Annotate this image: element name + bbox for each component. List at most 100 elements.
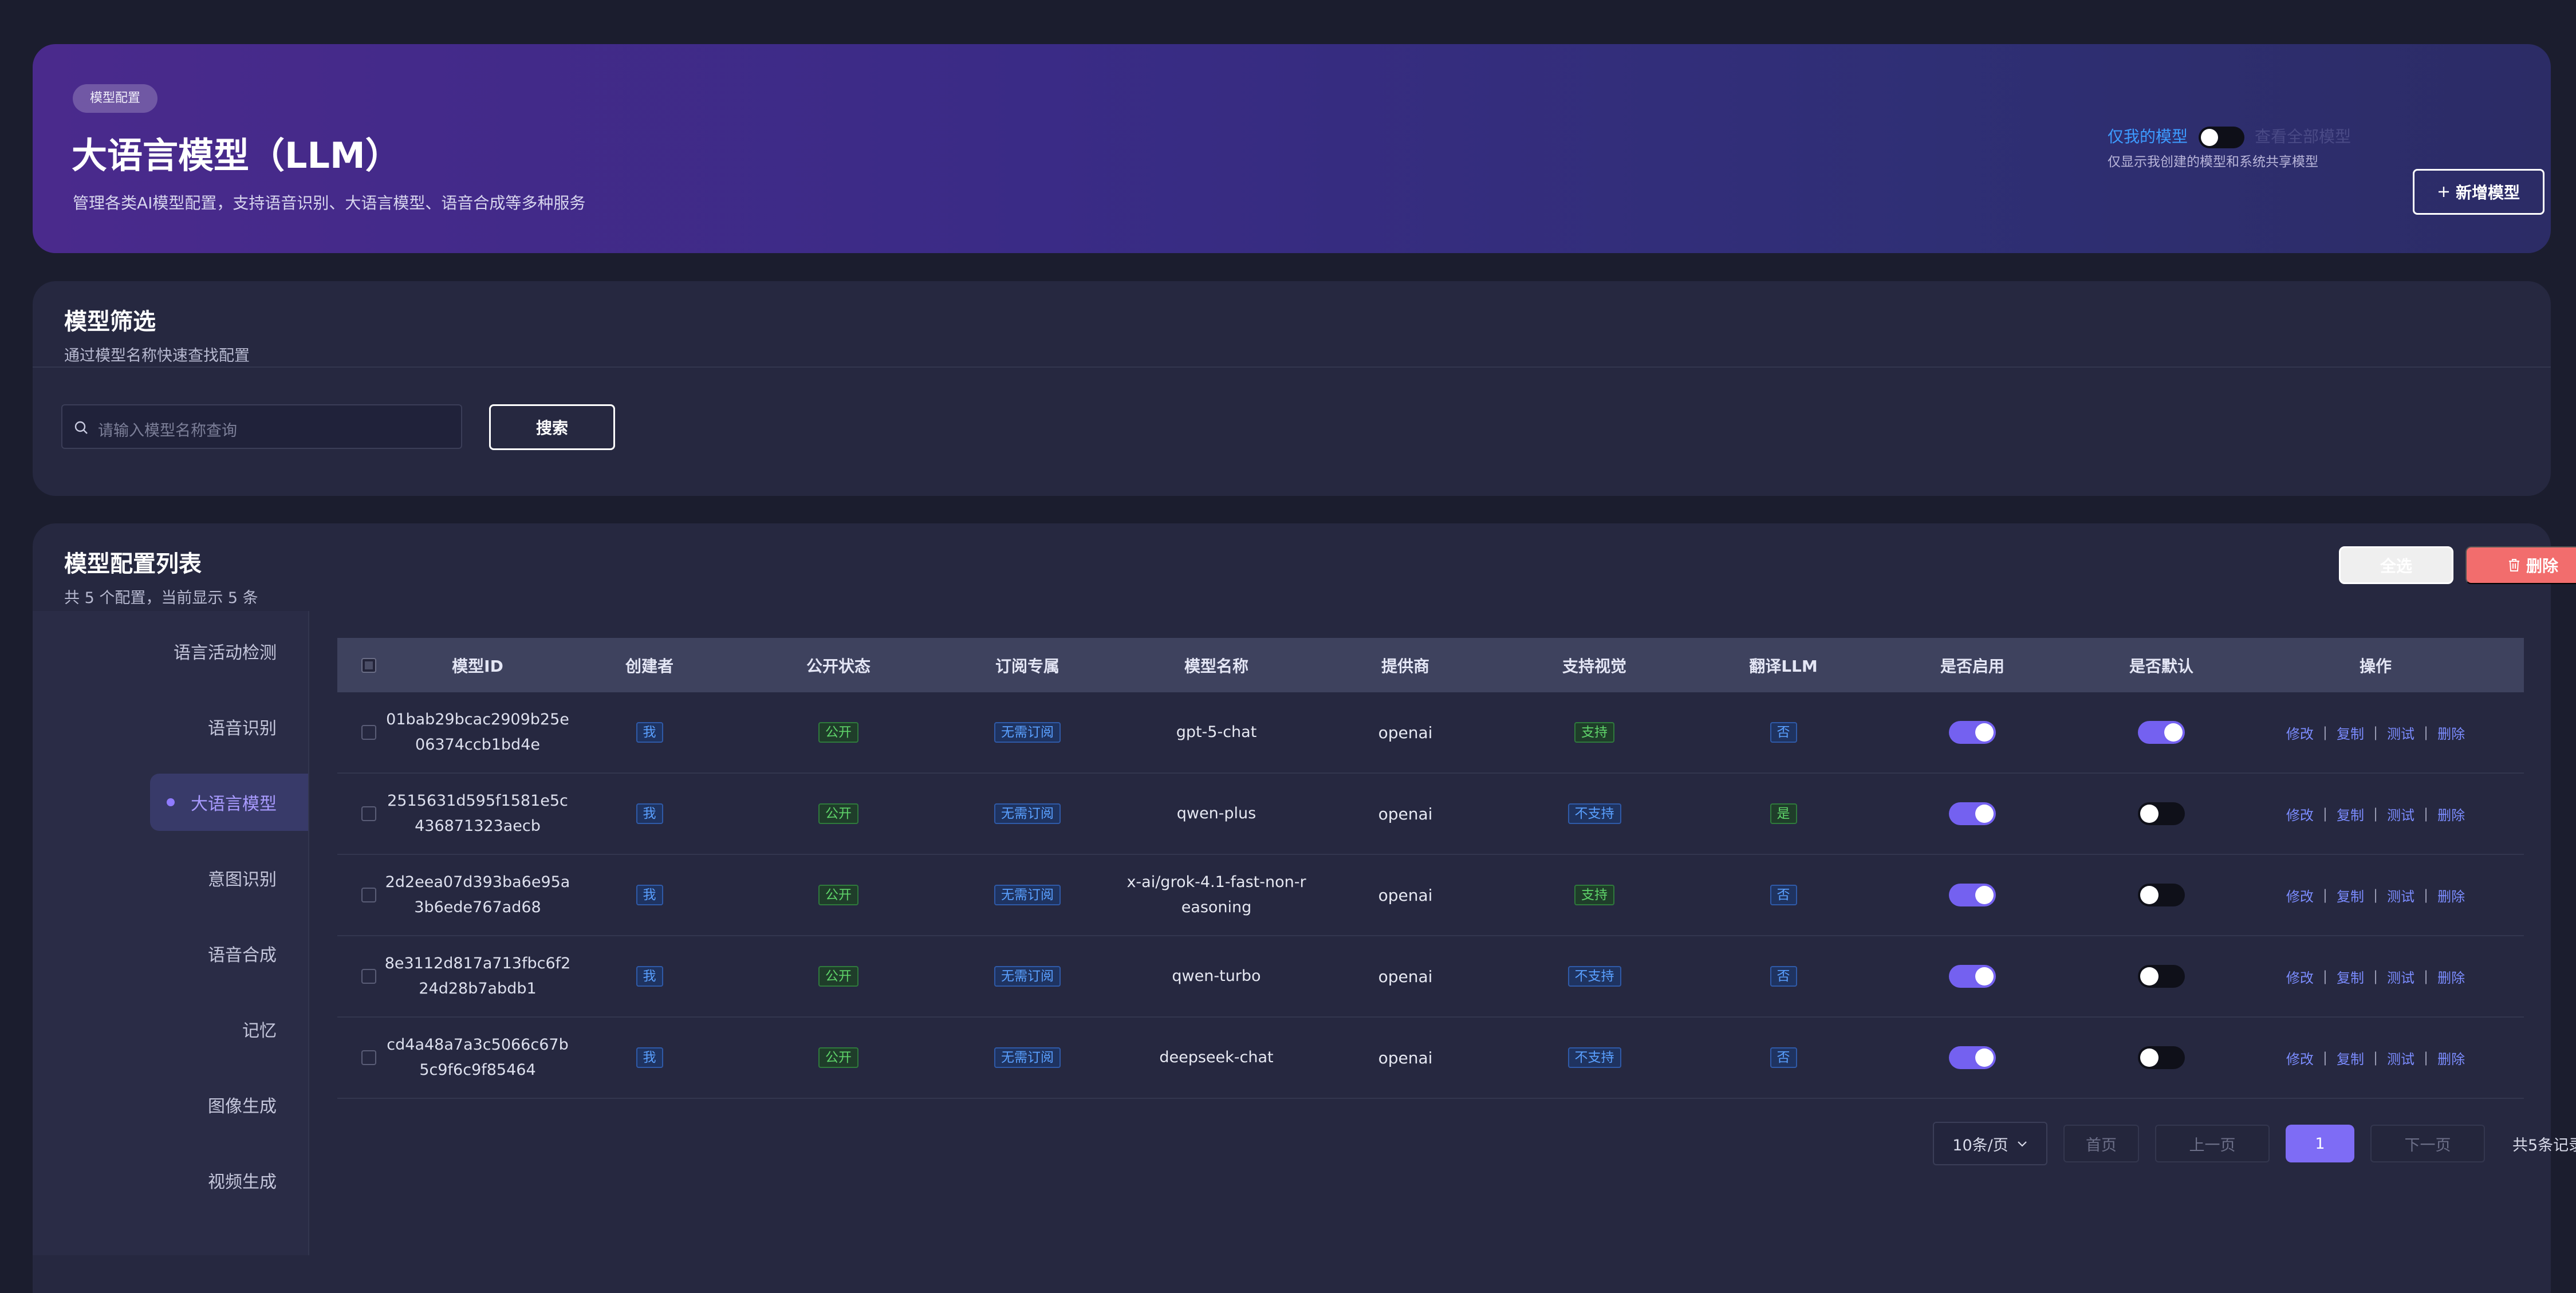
edit-link[interactable]: 修改 bbox=[2286, 969, 2314, 986]
op-separator: | bbox=[2424, 968, 2429, 984]
nav-item-vad[interactable]: 语言活动检测 bbox=[174, 622, 277, 680]
enabled-toggle[interactable] bbox=[1949, 884, 1996, 906]
model-name-cell: x-ai/grok-4.1-fast-non-r easoning bbox=[1122, 870, 1311, 920]
table-row: 01bab29bcac2909b25e 06374ccb1bd4e 我 公开 无需订阅 g… bbox=[337, 692, 2524, 774]
my-models-toggle[interactable] bbox=[2199, 127, 2244, 148]
public-status-tag: 公开 bbox=[818, 803, 858, 824]
op-separator: | bbox=[2424, 724, 2429, 740]
next-page-button[interactable]: 下一页 bbox=[2370, 1125, 2485, 1162]
add-model-button[interactable]: 新增模型 bbox=[2413, 169, 2545, 215]
edit-link[interactable]: 修改 bbox=[2286, 888, 2314, 905]
delete-link[interactable]: 删除 bbox=[2437, 888, 2465, 905]
nav-item-label: 语言活动检测 bbox=[174, 643, 277, 663]
test-link[interactable]: 测试 bbox=[2387, 1051, 2415, 1067]
translate-llm-tag: 是 bbox=[1770, 803, 1797, 824]
op-separator: | bbox=[2373, 1050, 2378, 1066]
filter-title: 模型筛选 bbox=[64, 309, 156, 335]
select-all-checkbox[interactable] bbox=[361, 657, 376, 673]
default-toggle[interactable] bbox=[2138, 802, 2185, 825]
row-checkbox[interactable] bbox=[361, 888, 376, 902]
test-link[interactable]: 测试 bbox=[2387, 888, 2415, 905]
select-all-button[interactable]: 全选 bbox=[2339, 546, 2453, 584]
default-toggle[interactable] bbox=[2138, 884, 2185, 906]
creator-tag: 我 bbox=[636, 803, 663, 824]
toggle-knob bbox=[2164, 723, 2183, 742]
model-name-cell: deepseek-chat bbox=[1122, 1045, 1311, 1070]
nav-item-llm[interactable]: 大语言模型 bbox=[150, 774, 308, 831]
row-checkbox[interactable] bbox=[361, 1050, 376, 1065]
default-toggle[interactable] bbox=[2138, 1046, 2185, 1069]
model-id-line: 436871323aecb bbox=[415, 817, 541, 835]
edit-link[interactable]: 修改 bbox=[2286, 1051, 2314, 1067]
default-toggle[interactable] bbox=[2138, 721, 2185, 744]
delete-link[interactable]: 删除 bbox=[2437, 807, 2465, 823]
test-link[interactable]: 测试 bbox=[2387, 969, 2415, 986]
copy-link[interactable]: 复制 bbox=[2336, 1051, 2364, 1067]
current-page-button[interactable]: 1 bbox=[2286, 1125, 2354, 1162]
op-separator: | bbox=[2322, 887, 2327, 903]
nav-item-tts[interactable]: 语音合成 bbox=[208, 925, 277, 982]
toggle-hint: 仅显示我创建的模型和系统共享模型 bbox=[2108, 155, 2318, 169]
test-link[interactable]: 测试 bbox=[2387, 807, 2415, 823]
row-checkbox[interactable] bbox=[361, 725, 376, 740]
model-list-panel: 模型配置列表 共 5 个配置，当前显示 5 条 全选 删除 语言活动检测 语音识… bbox=[33, 523, 2576, 1293]
delete-link[interactable]: 删除 bbox=[2437, 1051, 2465, 1067]
header-creator: 创建者 bbox=[625, 656, 673, 676]
header-enabled: 是否启用 bbox=[1940, 656, 2004, 676]
provider-cell: openai bbox=[1378, 804, 1433, 823]
batch-delete-button[interactable]: 删除 bbox=[2465, 546, 2576, 584]
copy-link[interactable]: 复制 bbox=[2336, 888, 2364, 905]
delete-link[interactable]: 删除 bbox=[2437, 726, 2465, 742]
copy-link[interactable]: 复制 bbox=[2336, 807, 2364, 823]
creator-tag: 我 bbox=[636, 1047, 663, 1068]
table-row: 2d2eea07d393ba6e95a 3b6ede767ad68 我 公开 无需订阅 x… bbox=[337, 855, 2524, 936]
first-page-button[interactable]: 首页 bbox=[2063, 1125, 2139, 1162]
enabled-toggle[interactable] bbox=[1949, 965, 1996, 988]
copy-link[interactable]: 复制 bbox=[2336, 969, 2364, 986]
model-name-line: gpt-5-chat bbox=[1176, 723, 1257, 741]
table-body: 01bab29bcac2909b25e 06374ccb1bd4e 我公开 无需订阅 g… bbox=[337, 692, 2524, 1099]
prev-page-button[interactable]: 上一页 bbox=[2155, 1125, 2270, 1162]
header-translate-llm: 翻译LLM bbox=[1749, 656, 1818, 676]
creator-tag: 我 bbox=[636, 722, 663, 743]
enabled-toggle[interactable] bbox=[1949, 1046, 1996, 1069]
nav-item-image[interactable]: 图像生成 bbox=[208, 1076, 277, 1133]
search-placeholder: 请输入模型名称查询 bbox=[98, 422, 237, 440]
op-separator: | bbox=[2373, 724, 2378, 740]
default-toggle[interactable] bbox=[2138, 965, 2185, 988]
enabled-toggle[interactable] bbox=[1949, 802, 1996, 825]
model-id-cell: cd4a48a7a3c5066c67b 5c9f6c9f85464 bbox=[387, 1032, 568, 1083]
model-id-cell: 8e3112d817a713fbc6f2 24d28b7abdb1 bbox=[385, 951, 571, 1002]
edit-link[interactable]: 修改 bbox=[2286, 726, 2314, 742]
toggle-knob bbox=[1975, 1048, 1994, 1067]
model-name-line: qwen-turbo bbox=[1172, 967, 1261, 985]
all-models-label[interactable]: 查看全部模型 bbox=[2255, 127, 2352, 146]
edit-link[interactable]: 修改 bbox=[2286, 807, 2314, 823]
model-id-cell: 2515631d595f1581e5c 436871323aecb bbox=[387, 789, 568, 839]
nav-item-asr[interactable]: 语音识别 bbox=[208, 698, 277, 755]
page-size-select[interactable]: 10条/页 bbox=[1933, 1122, 2047, 1165]
subscription-tag: 无需订阅 bbox=[994, 722, 1061, 743]
search-button[interactable]: 搜索 bbox=[489, 404, 615, 450]
public-status-tag: 公开 bbox=[818, 1047, 858, 1068]
copy-link[interactable]: 复制 bbox=[2336, 726, 2364, 742]
delete-label: 删除 bbox=[2526, 557, 2558, 575]
nav-item-label: 记忆 bbox=[242, 1021, 277, 1041]
delete-link[interactable]: 删除 bbox=[2437, 969, 2465, 986]
model-id-line: 3b6ede767ad68 bbox=[414, 898, 541, 916]
table-row: 2515631d595f1581e5c 436871323aecb 我 公开 无需订阅 q… bbox=[337, 774, 2524, 855]
nav-item-intent[interactable]: 意图识别 bbox=[208, 849, 277, 906]
row-checkbox[interactable] bbox=[361, 969, 376, 984]
my-models-label[interactable]: 仅我的模型 bbox=[2108, 127, 2188, 146]
nav-item-memory[interactable]: 记忆 bbox=[242, 1000, 277, 1058]
search-input[interactable]: 请输入模型名称查询 bbox=[61, 404, 462, 449]
enabled-toggle[interactable] bbox=[1949, 721, 1996, 744]
toggle-knob bbox=[1975, 967, 1994, 985]
test-link[interactable]: 测试 bbox=[2387, 726, 2415, 742]
model-name-line: qwen-plus bbox=[1176, 805, 1257, 822]
model-name-cell: qwen-plus bbox=[1122, 801, 1311, 826]
nav-item-video[interactable]: 视频生成 bbox=[208, 1152, 277, 1209]
row-checkbox[interactable] bbox=[361, 806, 376, 821]
op-separator: | bbox=[2322, 968, 2327, 984]
model-id-line: 06374ccb1bd4e bbox=[415, 736, 540, 754]
